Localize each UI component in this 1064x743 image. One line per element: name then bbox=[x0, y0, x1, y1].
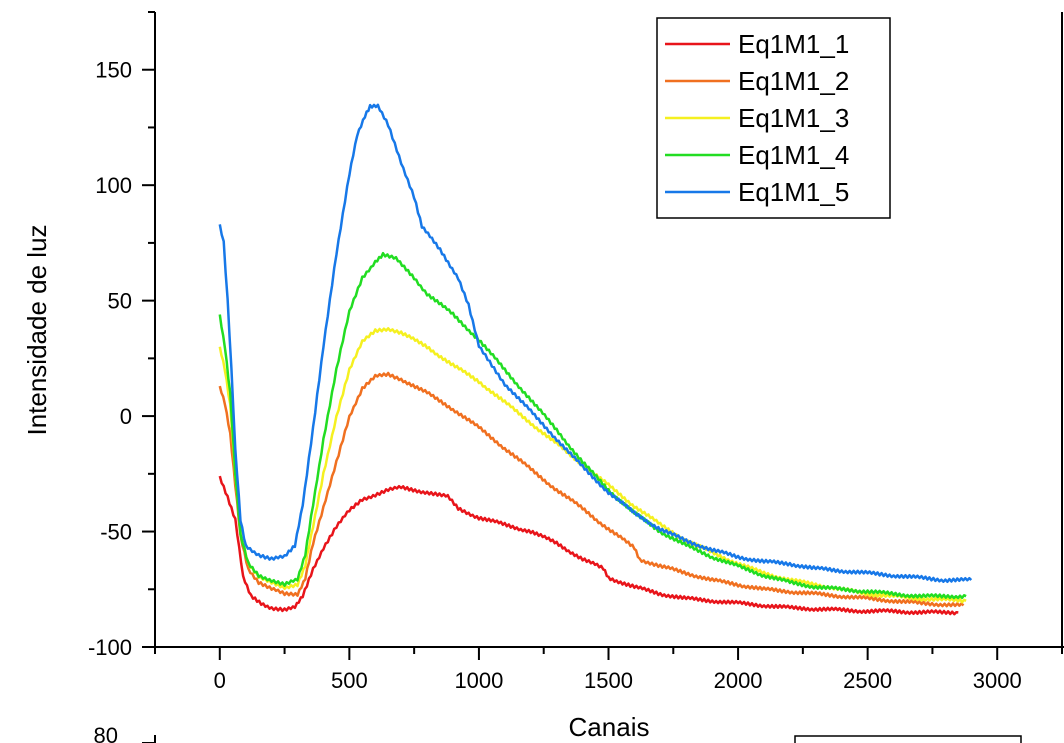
legend-label-Eq1M1_3: Eq1M1_3 bbox=[738, 103, 849, 133]
x-tick-label: 3000 bbox=[973, 668, 1022, 693]
x-tick-label: 500 bbox=[331, 668, 368, 693]
series-line-Eq1M1_2 bbox=[218, 371, 965, 608]
axis-ticks: 0 500 1000 1500 2000 2500 3000 -100 -50 0 50 100 150 bbox=[88, 11, 1063, 693]
second-chart-fragment: 80 bbox=[94, 723, 1022, 743]
y-tick-label: 0 bbox=[120, 404, 132, 429]
series-line-Eq1M1_5 bbox=[218, 103, 973, 584]
series-line-Eq1M1_4 bbox=[218, 251, 967, 600]
y-tick-label: 100 bbox=[95, 173, 132, 198]
legend-label-Eq1M1_2: Eq1M1_2 bbox=[738, 66, 849, 96]
y-tick-label: -50 bbox=[100, 520, 132, 545]
series-lines bbox=[218, 103, 973, 616]
y-tick-label: 150 bbox=[95, 58, 132, 83]
x-tick-label: 2000 bbox=[714, 668, 763, 693]
x-tick-label: 1500 bbox=[584, 668, 633, 693]
x-tick-label: 0 bbox=[214, 668, 226, 693]
x-tick-label: 1000 bbox=[454, 668, 503, 693]
y-axis-title: Intensidade de luz bbox=[22, 224, 52, 435]
second-chart-legend-box bbox=[794, 735, 1022, 743]
second-chart-y-tick-label: 80 bbox=[94, 723, 118, 743]
legend-label-Eq1M1_1: Eq1M1_1 bbox=[738, 29, 849, 59]
series-line-Eq1M1_1 bbox=[218, 475, 959, 616]
x-tick-label: 2500 bbox=[843, 668, 892, 693]
legend: Eq1M1_1 Eq1M1_2 Eq1M1_3 Eq1M1_4 Eq1M1_5 bbox=[656, 17, 891, 219]
x-axis-title: Canais bbox=[569, 712, 650, 742]
y-tick-label: 50 bbox=[108, 289, 132, 314]
legend-label-Eq1M1_4: Eq1M1_4 bbox=[738, 140, 849, 170]
y-tick-label: -100 bbox=[88, 635, 132, 660]
legend-label-Eq1M1_5: Eq1M1_5 bbox=[738, 177, 849, 207]
